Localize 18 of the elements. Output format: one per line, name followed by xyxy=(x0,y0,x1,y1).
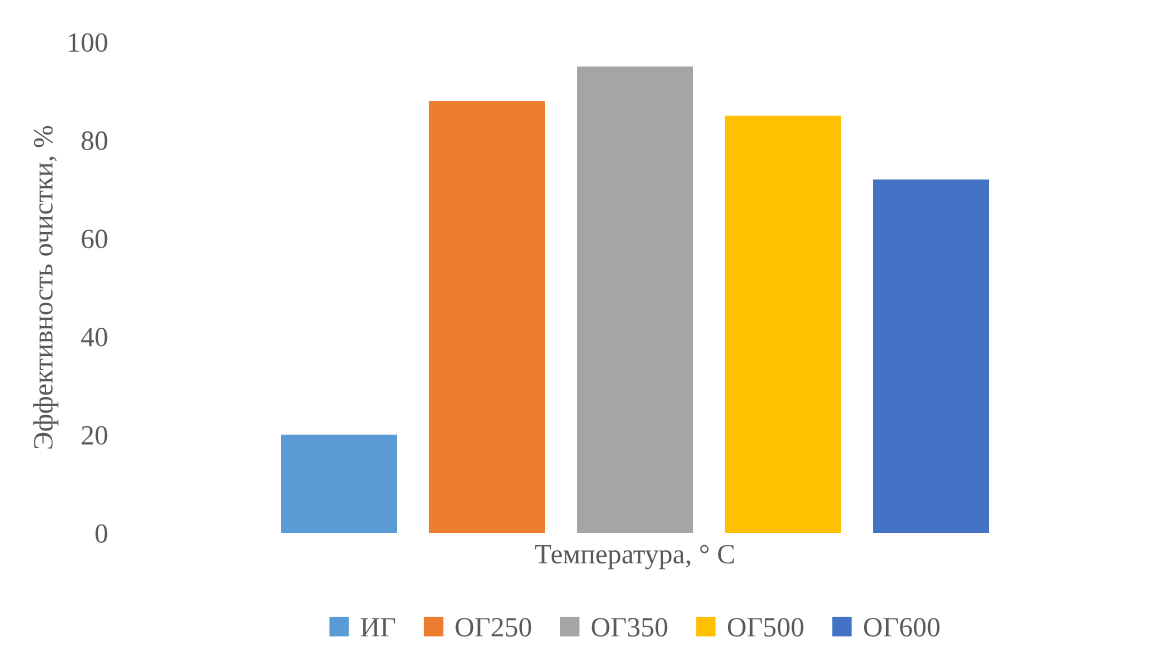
bar xyxy=(429,100,545,533)
y-axis-title: Эффективность очистки, % xyxy=(33,125,59,449)
bar xyxy=(725,115,841,533)
bar xyxy=(577,66,693,533)
legend-label: ИГ xyxy=(360,618,396,637)
y-tick-label: 40 xyxy=(81,327,108,347)
bar xyxy=(873,179,989,533)
y-tick-label: 0 xyxy=(95,524,108,543)
y-tick-label: 60 xyxy=(81,229,108,249)
bar xyxy=(281,434,397,533)
x-axis-title: Температура, ° C xyxy=(535,544,734,570)
y-tick-label: 20 xyxy=(81,425,108,445)
y-tick-label: 100 xyxy=(69,33,108,52)
legend-label: ОГ350 xyxy=(591,617,668,637)
legend-label: ОГ500 xyxy=(727,617,804,637)
legend-label: ОГ600 xyxy=(863,617,940,637)
legend-label: ОГ250 xyxy=(455,617,532,637)
y-tick-label: 80 xyxy=(81,131,108,151)
